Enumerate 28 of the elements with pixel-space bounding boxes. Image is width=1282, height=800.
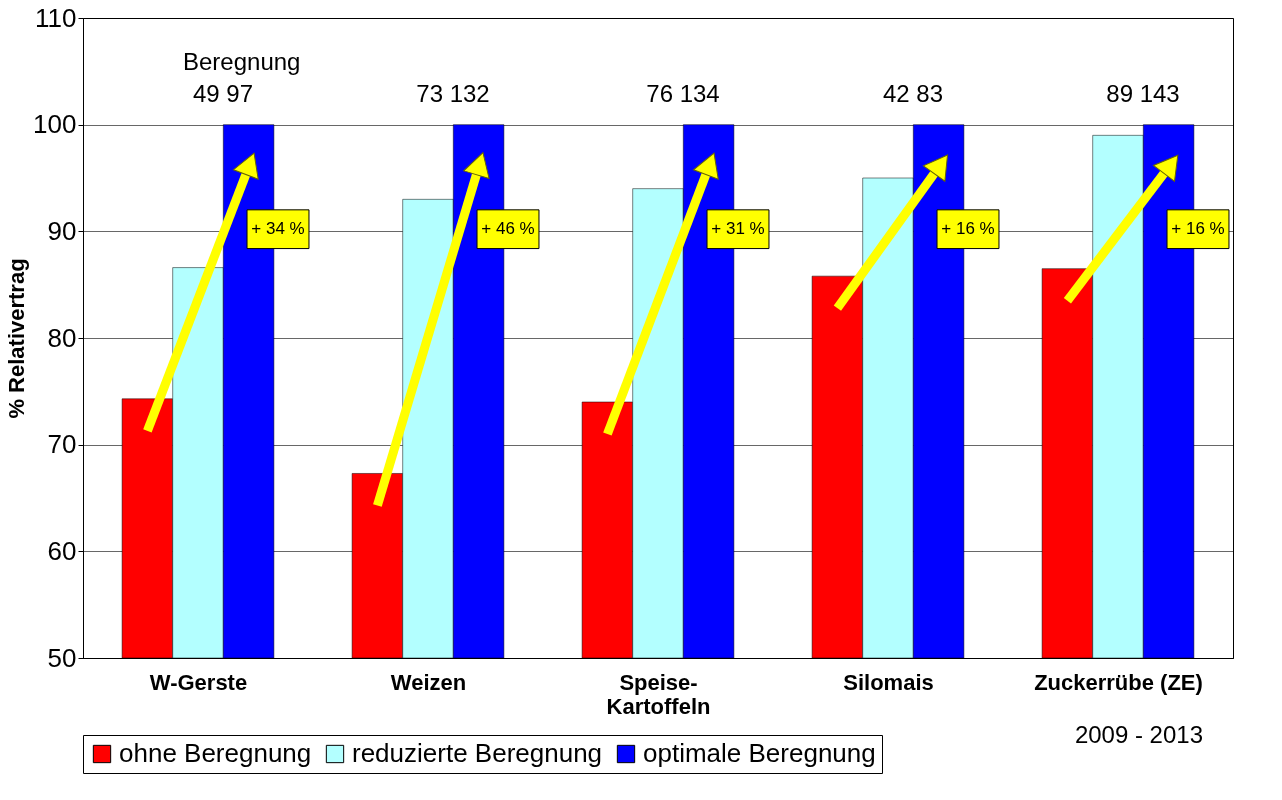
annotation: + 46 % <box>481 219 535 239</box>
annotation: Beregnung <box>183 47 301 75</box>
annotation: 89 143 <box>1106 79 1180 107</box>
annotation: 42 83 <box>882 79 944 107</box>
annotation: + 31 % <box>711 219 765 239</box>
annotation: 76 134 <box>646 79 720 107</box>
y-tick-label: 50 <box>47 642 77 673</box>
legend-label: optimale Beregnung <box>643 738 876 768</box>
annotation: + 34 % <box>251 219 305 239</box>
legend-label: reduzierte Beregnung <box>352 738 603 768</box>
x-tick-label: Speise- Kartoffeln <box>606 669 711 719</box>
x-tick-label: Silomais <box>843 669 934 695</box>
text: 2009 - 2013 <box>1074 721 1203 748</box>
x-tick-label: Zuckerrübe (ZE) <box>1034 669 1203 695</box>
y-tick-label: 60 <box>47 535 77 566</box>
x-tick-label: W-Gerste <box>149 669 248 695</box>
y-tick-label: 90 <box>47 215 77 246</box>
x-tick-label: Weizen <box>390 669 467 695</box>
y-tick-label: 100 <box>33 109 77 140</box>
annotation: + 16 % <box>941 219 995 239</box>
y-tick-label: 110 <box>35 2 77 33</box>
annotation: 49 97 <box>192 79 254 107</box>
legend-label: ohne Beregnung <box>119 738 312 768</box>
y-tick-label: 80 <box>47 322 77 353</box>
y-axis-title: % Relativertrag <box>4 258 30 419</box>
annotation: + 16 % <box>1171 219 1225 239</box>
y-tick-label: 70 <box>47 429 77 460</box>
annotation: 73 132 <box>416 79 490 107</box>
